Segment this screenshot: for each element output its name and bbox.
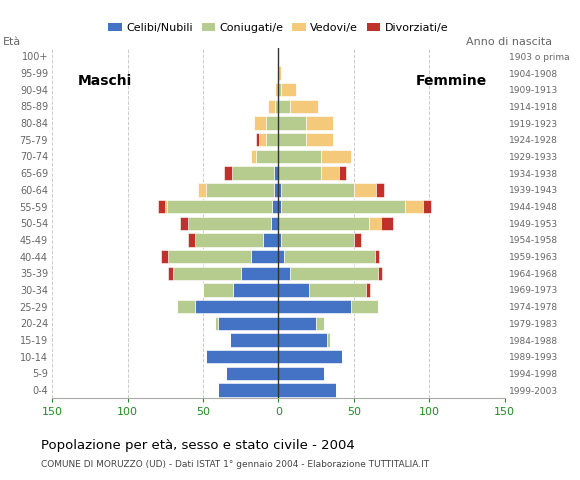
Bar [278,167,321,180]
Bar [278,183,281,196]
Bar [278,66,281,80]
Bar [173,266,241,280]
Bar [278,350,342,363]
Bar [188,233,195,247]
Bar [281,83,296,96]
Bar [278,300,351,313]
Bar [263,233,278,247]
Bar [271,216,278,230]
Text: Femmine: Femmine [416,74,487,88]
Bar [316,317,324,330]
Bar [195,300,278,313]
Bar [278,200,281,213]
Bar [161,250,168,263]
Bar [381,216,393,230]
Bar [291,100,318,113]
Text: Maschi: Maschi [78,74,132,88]
Bar [215,317,218,330]
Bar [195,233,263,247]
Bar [198,183,206,196]
Bar [206,183,274,196]
Bar [405,200,423,213]
Bar [268,100,276,113]
Bar [168,250,251,263]
Bar [180,216,188,230]
Bar [278,283,309,297]
Bar [206,350,278,363]
Bar [168,266,173,280]
Bar [224,167,231,180]
Bar [375,250,379,263]
Bar [278,317,316,330]
Bar [278,133,306,146]
Bar [241,266,278,280]
Bar [284,250,375,263]
Bar [369,216,381,230]
Bar [231,167,274,180]
Text: COMUNE DI MORUZZO (UD) - Dati ISTAT 1° gennaio 2004 - Elaborazione TUTTITALIA.IT: COMUNE DI MORUZZO (UD) - Dati ISTAT 1° g… [41,460,429,469]
Text: Popolazione per età, sesso e stato civile - 2004: Popolazione per età, sesso e stato civil… [41,439,354,452]
Bar [281,200,405,213]
Bar [266,117,278,130]
Bar [306,117,333,130]
Bar [203,283,233,297]
Bar [167,200,273,213]
Bar [281,233,354,247]
Bar [226,367,278,380]
Bar [218,317,278,330]
Bar [339,167,346,180]
Bar [276,100,278,113]
Bar [218,384,278,397]
Bar [278,83,281,96]
Text: Anno di nascita: Anno di nascita [466,36,552,47]
Bar [354,233,361,247]
Bar [376,183,384,196]
Bar [306,133,333,146]
Bar [321,150,351,163]
Bar [177,300,195,313]
Bar [274,167,278,180]
Bar [354,183,376,196]
Bar [309,283,366,297]
Bar [273,200,278,213]
Bar [321,167,339,180]
Bar [278,100,291,113]
Bar [158,200,165,213]
Bar [278,266,291,280]
Bar [278,216,369,230]
Bar [278,333,327,347]
Text: Età: Età [2,36,21,47]
Bar [291,266,378,280]
Bar [278,367,324,380]
Bar [165,200,167,213]
Bar [276,83,278,96]
Legend: Celibi/Nubili, Coniugati/e, Vedovi/e, Divorziati/e: Celibi/Nubili, Coniugati/e, Vedovi/e, Di… [104,19,453,37]
Bar [233,283,278,297]
Bar [378,266,382,280]
Bar [251,150,256,163]
Bar [281,183,354,196]
Bar [259,133,266,146]
Bar [278,233,281,247]
Bar [254,117,266,130]
Bar [278,384,336,397]
Bar [266,133,278,146]
Bar [256,133,259,146]
Bar [274,183,278,196]
Bar [278,117,306,130]
Bar [278,250,284,263]
Bar [366,283,371,297]
Bar [230,333,278,347]
Bar [351,300,378,313]
Bar [423,200,431,213]
Bar [251,250,278,263]
Bar [256,150,278,163]
Bar [278,150,321,163]
Bar [327,333,329,347]
Bar [188,216,271,230]
